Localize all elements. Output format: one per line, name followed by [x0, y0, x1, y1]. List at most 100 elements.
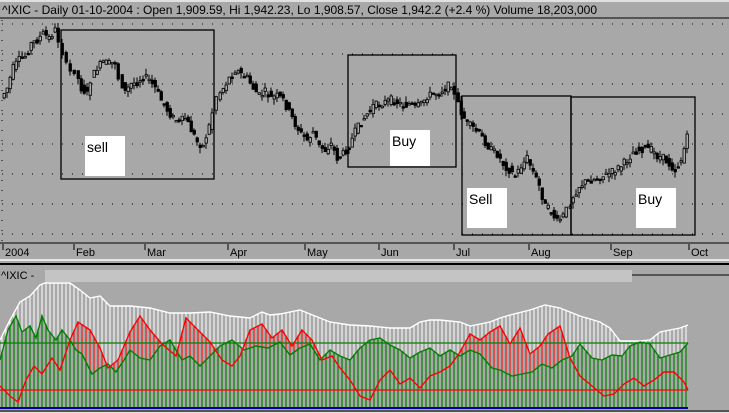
candle-down [431, 92, 435, 95]
candle-up [574, 194, 578, 197]
candle-up [353, 127, 357, 137]
candle-down [667, 157, 671, 167]
candle-up [311, 131, 315, 134]
candle-down [637, 146, 641, 152]
candle-up [5, 87, 9, 93]
panel-separator [0, 259, 729, 261]
candle-down [239, 68, 243, 74]
candle-down [555, 214, 559, 219]
candle-up [180, 115, 184, 122]
candle-up [204, 137, 208, 144]
candle-up [356, 122, 360, 134]
candle-up [263, 87, 267, 92]
candle-down [26, 52, 30, 56]
annotation-box-2 [347, 54, 457, 168]
candle-down [278, 91, 282, 97]
x-axis-label: Mar [147, 247, 166, 259]
candle-down [165, 102, 169, 112]
candle-down [589, 180, 593, 184]
candle-up [95, 70, 99, 75]
candle-up [625, 162, 629, 165]
candle-down [64, 52, 68, 63]
annotation-label-buy: Buy [636, 188, 676, 228]
candle-down [168, 108, 172, 118]
candle-down [317, 140, 321, 145]
candle-down [483, 135, 487, 146]
candle-down [552, 209, 556, 219]
candle-down [344, 149, 348, 155]
candle-down [655, 152, 659, 160]
candle-down [79, 78, 83, 92]
candle-up [658, 156, 662, 161]
candle-down [192, 129, 196, 135]
candle-down [72, 69, 76, 75]
candle-up [107, 60, 111, 65]
candle-up [221, 88, 225, 93]
candle-up [492, 148, 496, 151]
candle-down [359, 124, 363, 128]
candle-down [510, 165, 514, 173]
candle-up [419, 100, 423, 104]
candle-down [673, 169, 677, 173]
candle-up [41, 31, 45, 35]
candle-down [480, 132, 484, 137]
candle-up [649, 145, 653, 153]
candle-down [290, 108, 294, 118]
x-axis-label: Aug [531, 247, 551, 259]
candle-up [682, 148, 686, 164]
candle-down [141, 78, 145, 82]
candle-down [230, 76, 234, 79]
candle-up [516, 168, 520, 174]
candle-down [153, 80, 157, 88]
indicator-header-bar [45, 270, 632, 282]
candle-up [350, 137, 354, 148]
candle-down [598, 178, 602, 182]
candle-up [329, 142, 333, 146]
candle-up [383, 99, 387, 105]
candle-up [522, 161, 526, 170]
candle-down [534, 172, 538, 178]
window-top-edge [0, 0, 729, 2]
candle-down [323, 147, 327, 153]
candle-down [177, 119, 181, 122]
x-axis-label: Oct [691, 247, 709, 259]
candle-down [443, 88, 447, 92]
candle-down [676, 166, 680, 169]
candle-up [245, 74, 249, 78]
candle-up [628, 158, 632, 164]
candle-up [519, 167, 523, 174]
candle-up [564, 206, 568, 218]
candle-up [583, 179, 587, 185]
candle-up [147, 78, 151, 82]
candle-up [525, 155, 529, 163]
candle-down [113, 62, 117, 65]
indicator-green-line [0, 313, 689, 377]
candle-down [401, 106, 405, 109]
candle-up [260, 94, 264, 98]
candle-up [407, 103, 411, 106]
candle-down [189, 120, 193, 133]
candle-down [670, 162, 674, 171]
candle-up [616, 165, 620, 171]
candle-down [465, 119, 469, 122]
candle-down [634, 151, 638, 155]
candle-up [308, 137, 312, 143]
candle-down [156, 88, 160, 92]
x-axis-label: 2004 [5, 247, 30, 259]
candle-down [471, 122, 475, 127]
candle-down [513, 175, 517, 178]
candle-up [577, 186, 581, 194]
candle-down [305, 133, 309, 141]
candle-up [23, 56, 27, 59]
candle-up [275, 92, 279, 99]
candle-down [477, 128, 481, 132]
candle-down [248, 75, 252, 84]
candle-up [8, 76, 12, 90]
candle-up [88, 82, 92, 96]
candle-up [129, 82, 133, 89]
candle-up [126, 86, 130, 92]
candle-down [120, 74, 124, 89]
candle-down [251, 83, 255, 90]
